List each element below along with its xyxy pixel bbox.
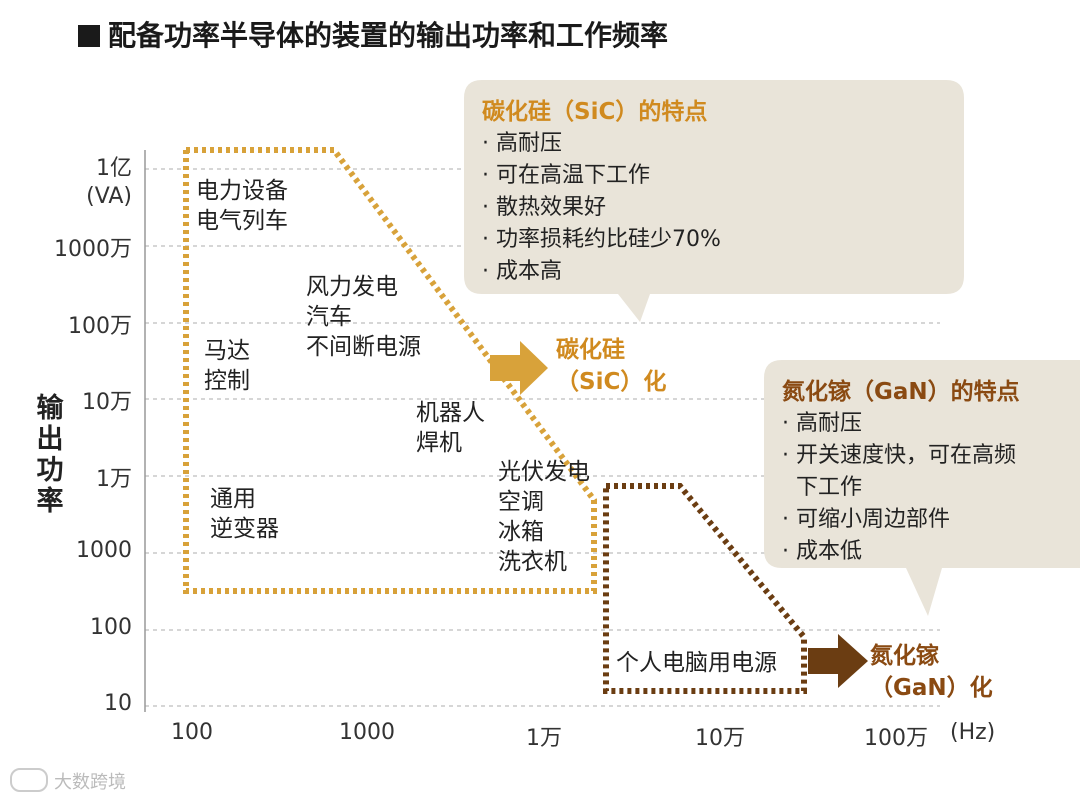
label-robot-welder: 机器人 焊机 [416, 400, 485, 456]
x-tick-label: 10万 [695, 726, 745, 751]
label-motor-control: 马达 控制 [204, 338, 250, 394]
gan-callout: 氮化镓（GaN）的特点 · 高耐压 · 开关速度快，可在高频 下工作 · 可缩小… [782, 372, 1020, 568]
list-item: · 开关速度快，可在高频 [782, 443, 1016, 468]
title-square-icon [78, 25, 100, 47]
gan-callout-list: · 高耐压 · 开关速度快，可在高频 下工作 · 可缩小周边部件 · 成本低 [782, 408, 1020, 568]
list-item: · 高耐压 [782, 411, 862, 436]
list-item: 下工作 [782, 475, 862, 500]
x-tick-label: 100万 [864, 726, 928, 751]
gan-trend-label: 氮化镓 （GaN）化 [870, 643, 993, 701]
sic-callout: 碳化硅（SiC）的特点 · 高耐压 · 可在高温下工作 · 散热效果好 · 功率… [482, 92, 721, 288]
y-tick-label: 1000 [76, 538, 132, 563]
y-tick-label: 10万 [82, 390, 132, 415]
sic-callout-bubble [464, 80, 964, 322]
watermark: 大数跨境 [10, 768, 126, 794]
label-wind-power: 风力发电 汽车 不间断电源 [306, 274, 421, 360]
y-tick-label: 1000万 [54, 237, 132, 262]
x-tick-label: 1000 [339, 720, 395, 745]
list-item: · 功率损耗约比硅少70% [482, 227, 721, 252]
label-solar-appliances: 光伏发电 空调 冰箱 洗衣机 [498, 459, 590, 575]
si-region-outline [183, 147, 597, 594]
sic-callout-list: · 高耐压 · 可在高温下工作 · 散热效果好 · 功率损耗约比硅少70% · … [482, 128, 721, 288]
gan-callout-title: 氮化镓（GaN）的特点 [782, 379, 1020, 405]
x-axis-unit: (Hz) [950, 720, 996, 745]
x-tick-label: 1万 [526, 726, 562, 751]
watermark-logo-icon [10, 768, 48, 792]
list-item: · 成本低 [782, 539, 862, 564]
list-item: · 散热效果好 [482, 195, 606, 220]
label-power-equipment: 电力设备 电气列车 [196, 178, 288, 234]
diagram-title: 配备功率半导体的装置的输出功率和工作频率 [78, 14, 668, 54]
gan-arrow-icon [808, 634, 868, 688]
list-item: · 可缩小周边部件 [782, 507, 950, 532]
list-item: · 高耐压 [482, 131, 562, 156]
y-tick-label: 10 [104, 691, 132, 716]
title-text: 配备功率半导体的装置的输出功率和工作频率 [108, 19, 669, 52]
sic-arrow-icon [490, 341, 548, 395]
y-tick-label: 100 [90, 615, 132, 640]
sic-trend-label: 碳化硅 （SiC）化 [556, 337, 667, 395]
sic-callout-title: 碳化硅（SiC）的特点 [482, 99, 708, 125]
label-pc-power: 个人电脑用电源 [616, 650, 777, 676]
y-tick-label: 100万 [68, 314, 132, 339]
list-item: · 可在高温下工作 [482, 163, 650, 188]
y-axis-unit: (VA) [86, 184, 132, 209]
gan-region-outline [603, 483, 807, 694]
gan-callout-bubble [764, 360, 1080, 616]
label-inverter: 通用 逆变器 [210, 486, 279, 542]
y-tick-label: 1万 [96, 467, 132, 492]
y-tick-label: 1亿 [96, 156, 132, 181]
x-tick-label: 100 [171, 720, 213, 745]
y-axis-label: 输出功率 [36, 393, 64, 517]
list-item: · 成本高 [482, 259, 562, 284]
